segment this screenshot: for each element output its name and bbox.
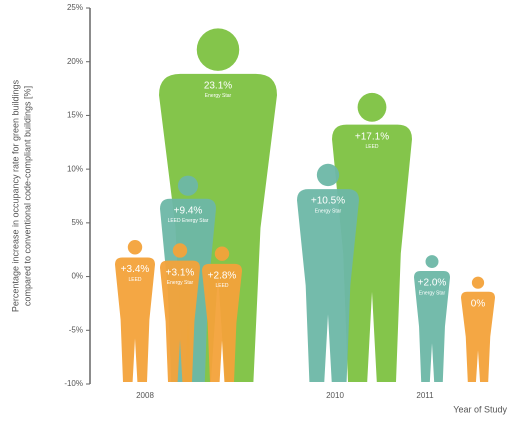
figure-label: LEED [128,277,141,283]
y-tick-label: 20% [67,57,83,66]
y-axis-title: compared to conventional code-compliant … [22,86,32,306]
figure [115,240,155,382]
y-tick-label: 5% [71,218,83,227]
figure [202,246,242,382]
figure-label: Energy Star [315,208,342,214]
y-tick-label: 10% [67,164,83,173]
y-tick-label: 25% [67,3,83,12]
figure-label: Energy Star [419,290,446,296]
x-tick-label: 2011 [416,391,434,400]
figure [461,276,495,382]
value-label: +9.4% [174,205,203,216]
value-label: 23.1% [204,81,232,92]
figure-label: Energy Star [167,280,194,286]
figure-label: LEED [215,283,228,289]
figure-label: Energy Star [205,93,232,99]
value-label: +3.1% [166,267,195,278]
value-label: +2.8% [208,271,237,282]
x-tick-label: 2010 [326,391,344,400]
value-label: +2.0% [418,278,447,289]
figure [297,163,359,382]
figure-label: LEED [365,144,378,150]
y-axis-title: Percentage increase in occupancy rate fo… [10,79,20,312]
figure [160,243,200,382]
x-tick-label: 2008 [136,391,154,400]
figure [332,92,412,382]
y-tick-label: 15% [67,111,83,120]
y-tick-label: -5% [69,325,83,334]
value-label: +10.5% [311,196,345,207]
figure [414,255,450,382]
value-label: 0% [471,298,486,309]
value-label: +3.4% [121,264,150,275]
figure-label: LEED Energy Star [168,218,209,224]
x-axis-title: Year of Study [453,404,507,414]
y-tick-label: 0% [71,272,83,281]
y-tick-label: -10% [64,379,83,388]
value-label: +17.1% [355,131,389,142]
